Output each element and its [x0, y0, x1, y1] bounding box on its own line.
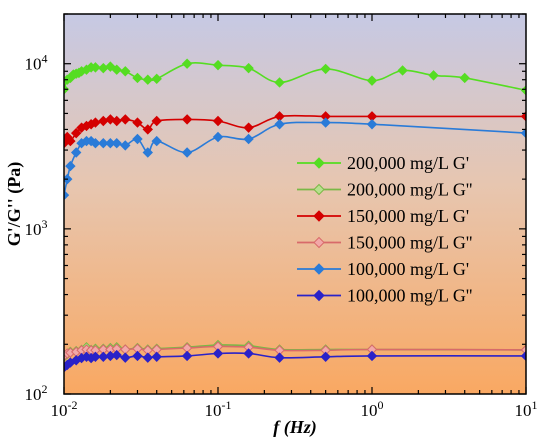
data-point — [120, 114, 131, 125]
legend-item-1: 200,000 mg/L G'' — [297, 180, 472, 200]
data-point — [366, 119, 378, 130]
series-layer — [64, 58, 526, 373]
y-tick-label: 103 — [25, 217, 48, 239]
data-point — [90, 351, 101, 362]
x-axis-title-unit: (Hz) — [279, 417, 317, 438]
legend-label: 100,000 mg/L G' — [347, 259, 469, 279]
y-tick-label: 104 — [25, 52, 48, 74]
legend-marker — [313, 157, 325, 169]
data-point — [132, 350, 143, 362]
data-point — [320, 351, 331, 362]
data-point — [243, 62, 254, 74]
legend-marker — [313, 289, 325, 302]
data-point — [212, 131, 224, 143]
legend-label: 150,000 mg/L G'' — [347, 233, 472, 253]
data-point — [111, 138, 122, 149]
data-point — [120, 140, 131, 151]
legend-item-0: 200,000 mg/L G' — [297, 153, 469, 173]
data-point — [70, 127, 82, 139]
data-point — [243, 122, 254, 133]
legend: 200,000 mg/L G' 200,000 mg/L G'' 150,000 m… — [297, 153, 472, 306]
legend-item-3: 150,000 mg/L G'' — [297, 233, 472, 253]
data-point — [274, 352, 285, 363]
data-point — [520, 127, 526, 139]
data-point — [105, 61, 116, 72]
legend-marker — [313, 183, 325, 196]
data-point — [70, 147, 82, 158]
data-point — [111, 349, 122, 361]
plot-background — [64, 14, 526, 394]
x-tick-label: 10-1 — [205, 398, 232, 420]
data-point — [181, 58, 193, 69]
data-point — [98, 138, 109, 149]
data-point — [132, 133, 143, 145]
x-tick-label: 10-2 — [51, 398, 78, 420]
data-point — [151, 351, 162, 362]
data-point — [366, 75, 378, 86]
legend-item-2: 150,000 mg/L G' — [297, 206, 469, 226]
data-point — [520, 350, 526, 362]
data-point — [274, 119, 285, 130]
x-tick-label: 101 — [515, 398, 538, 420]
x-tick-label: 100 — [361, 398, 384, 420]
series-4 — [64, 117, 526, 201]
legend-marker — [313, 210, 325, 222]
legend-label: 200,000 mg/L G'' — [347, 180, 472, 200]
tick-label-layer: 10-2 10-1 100 101 102 103 104 — [25, 52, 538, 420]
data-point — [243, 348, 254, 359]
data-point — [120, 352, 131, 363]
data-point — [65, 135, 76, 147]
data-point — [120, 66, 131, 77]
data-point — [111, 64, 122, 75]
data-point — [142, 352, 153, 363]
data-point — [151, 115, 162, 127]
data-point — [243, 133, 254, 145]
data-point — [366, 350, 378, 362]
data-point — [90, 62, 101, 73]
data-point — [132, 72, 143, 84]
data-point — [132, 117, 143, 128]
data-point — [520, 111, 526, 122]
legend-item-4: 100,000 mg/L G' — [297, 259, 469, 279]
series-0 — [64, 58, 526, 96]
data-point — [181, 114, 193, 125]
data-point — [142, 74, 153, 85]
data-point — [320, 63, 331, 75]
data-point — [151, 73, 162, 85]
data-point — [64, 189, 70, 201]
data-point — [397, 65, 408, 76]
data-point — [274, 77, 285, 88]
data-point — [90, 138, 101, 149]
tick-layer — [63, 13, 527, 395]
legend-marker — [313, 263, 325, 275]
x-axis-title: f (Hz) — [273, 417, 317, 438]
data-point — [142, 124, 153, 135]
data-point — [212, 59, 224, 71]
legend-label: 200,000 mg/L G' — [347, 153, 469, 173]
x-axis-title-f: f — [273, 417, 281, 437]
data-point — [181, 147, 193, 158]
data-point — [181, 350, 193, 362]
legend-item-5: 100,000 mg/L G'' — [297, 286, 472, 306]
data-point — [320, 117, 331, 128]
data-point — [111, 115, 122, 127]
y-tick-label: 102 — [25, 382, 48, 404]
data-point — [151, 135, 162, 147]
data-point — [459, 72, 470, 84]
data-point — [212, 115, 224, 127]
data-point — [65, 160, 76, 172]
data-point — [428, 70, 439, 81]
legend-label: 100,000 mg/L G'' — [347, 286, 472, 306]
legend-label: 150,000 mg/L G' — [347, 206, 469, 226]
data-point — [142, 147, 153, 158]
data-point — [212, 348, 224, 359]
y-axis-title: G'/G'' (Pa) — [4, 162, 25, 247]
plot-frame — [63, 13, 527, 395]
legend-marker — [313, 236, 325, 249]
series-5 — [64, 348, 526, 373]
